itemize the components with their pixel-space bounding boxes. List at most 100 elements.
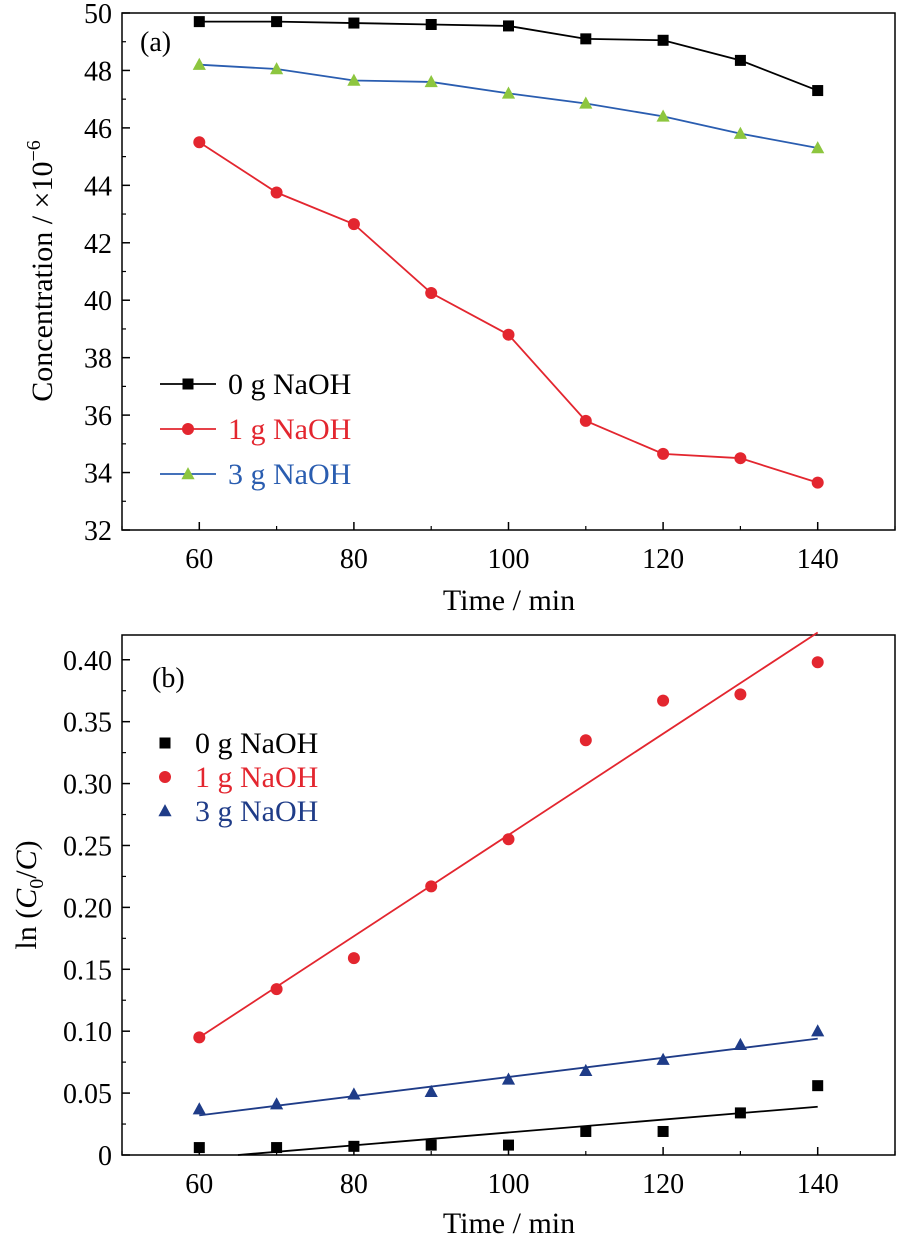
data-point bbox=[812, 85, 824, 97]
y-tick-label: 0 bbox=[98, 1141, 112, 1172]
data-point bbox=[347, 1087, 361, 1100]
data-point bbox=[501, 86, 516, 99]
legend-marker bbox=[181, 467, 195, 480]
y-tick-label: 50 bbox=[84, 0, 112, 30]
x-tick-label: 140 bbox=[797, 544, 839, 575]
legend-item: 3 g NaOH bbox=[158, 795, 318, 828]
panel-b: 60 80 100 120 140 0 0.05 0.10 0.15 0.20 0.25 0.30 0.… bbox=[10, 631, 896, 1237]
series-1-g-naoh bbox=[193, 136, 824, 489]
legend-item: 3 g NaOH bbox=[160, 458, 351, 491]
y-tick-label: 0.15 bbox=[63, 955, 112, 986]
y-tick-label: 40 bbox=[84, 286, 112, 317]
y-tick-label: 0.40 bbox=[63, 646, 112, 677]
data-point bbox=[734, 452, 747, 465]
legend-item: 1 g NaOH bbox=[159, 761, 318, 794]
y-tick-label: 42 bbox=[84, 229, 112, 260]
data-point bbox=[193, 1031, 206, 1044]
data-point bbox=[192, 57, 206, 70]
y-tick-label: 36 bbox=[84, 401, 112, 432]
data-point bbox=[193, 136, 206, 149]
series-1-g-naoh bbox=[193, 631, 824, 1044]
y-axis-title-a: Concentration / ×10−6 bbox=[23, 140, 59, 402]
data-point bbox=[579, 96, 593, 109]
y-tick-label: 38 bbox=[84, 344, 112, 375]
legend-label: 0 g NaOH bbox=[195, 727, 318, 760]
data-point bbox=[580, 1125, 592, 1137]
panel-label-b: (b) bbox=[152, 663, 185, 694]
series-0-g-naoh bbox=[193, 1080, 824, 1156]
data-point bbox=[733, 126, 747, 139]
data-point bbox=[501, 1072, 516, 1085]
data-point bbox=[734, 688, 747, 701]
data-point bbox=[657, 1125, 669, 1137]
x-tick-label: 120 bbox=[642, 544, 684, 575]
data-point bbox=[734, 1107, 746, 1119]
data-point bbox=[347, 952, 360, 965]
y-axis-title-b-c: C bbox=[10, 888, 43, 909]
data-point bbox=[503, 1139, 514, 1151]
x-tick-label: 60 bbox=[185, 1169, 213, 1200]
series-line bbox=[199, 20, 819, 92]
data-point bbox=[271, 1142, 283, 1154]
y-axis-title-b: ln (C0/C) bbox=[10, 840, 48, 949]
data-point bbox=[425, 287, 438, 300]
data-point bbox=[425, 880, 438, 893]
x-tick-label: 80 bbox=[340, 544, 368, 575]
panel-a: 60 80 100 120 140 32 34 36 38 40 42 44 46 48 50 (a) Ti… bbox=[23, 0, 896, 617]
data-point bbox=[503, 20, 514, 32]
legend-item: 0 g NaOH bbox=[160, 368, 351, 401]
data-point bbox=[425, 1139, 437, 1151]
data-point bbox=[270, 983, 283, 996]
y-tick-label: 44 bbox=[84, 171, 112, 202]
y-tick-label: 0.05 bbox=[63, 1079, 112, 1110]
data-point bbox=[347, 73, 361, 86]
data-point bbox=[348, 17, 360, 29]
panel-label-a: (a) bbox=[140, 27, 171, 58]
series-line bbox=[199, 63, 818, 149]
data-point bbox=[734, 54, 746, 66]
legend-marker bbox=[158, 804, 172, 817]
legend-marker bbox=[159, 771, 171, 783]
data-point bbox=[811, 1024, 825, 1037]
data-point bbox=[270, 62, 284, 75]
data-point bbox=[425, 18, 437, 30]
data-point bbox=[193, 16, 205, 28]
x-axis-title-a: Time / min bbox=[443, 584, 575, 617]
data-point bbox=[348, 1140, 360, 1152]
data-point bbox=[579, 414, 592, 427]
data-point bbox=[657, 447, 670, 460]
axis-ticks-a: 60 80 100 120 140 32 34 36 38 40 42 44 46 48 50 bbox=[84, 0, 896, 575]
data-point bbox=[579, 734, 592, 747]
data-point bbox=[733, 1037, 747, 1051]
data-point bbox=[580, 33, 592, 45]
legend-label: 3 g NaOH bbox=[228, 458, 351, 491]
data-point bbox=[811, 141, 825, 154]
legend-label: 0 g NaOH bbox=[228, 368, 351, 401]
data-point bbox=[193, 1142, 205, 1154]
y-axis-title-a-exponent: −6 bbox=[23, 140, 45, 161]
data-point bbox=[656, 1052, 670, 1065]
legend-label: 1 g NaOH bbox=[228, 413, 351, 446]
data-point bbox=[579, 1063, 593, 1077]
legend-marker bbox=[182, 378, 194, 390]
data-point bbox=[502, 833, 515, 846]
data-point bbox=[657, 34, 669, 46]
series-3-g-naoh bbox=[192, 57, 825, 154]
data-point bbox=[656, 109, 670, 122]
data-point bbox=[811, 656, 824, 669]
x-tick-label: 60 bbox=[185, 544, 213, 575]
legend-a: 0 g NaOH 1 g NaOH 3 g NaOH bbox=[160, 368, 351, 491]
legend-item: 1 g NaOH bbox=[160, 413, 351, 446]
data-point bbox=[270, 186, 283, 199]
legend-item: 0 g NaOH bbox=[159, 727, 318, 760]
y-tick-label: 0.35 bbox=[63, 708, 112, 739]
series-group-a bbox=[192, 16, 825, 489]
y-tick-label: 0.30 bbox=[63, 770, 112, 801]
y-tick-label: 32 bbox=[84, 516, 112, 547]
y-axis-title-b-c2: C bbox=[10, 849, 43, 870]
x-axis-title-b: Time / min bbox=[443, 1207, 575, 1237]
data-point bbox=[347, 218, 360, 231]
y-tick-label: 48 bbox=[84, 56, 112, 87]
y-axis-title-b-sub: 0 bbox=[26, 879, 48, 889]
